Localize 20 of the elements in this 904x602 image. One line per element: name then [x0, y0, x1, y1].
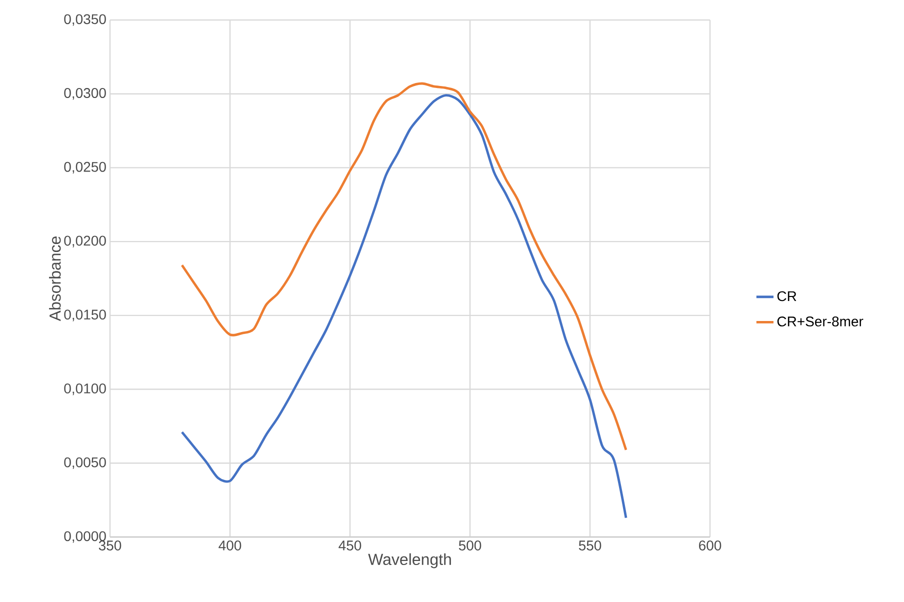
y-tick-label: 0,0050 [64, 457, 106, 469]
y-tick-label: 0,0000 [64, 531, 106, 543]
y-axis-title: Absorbance [49, 236, 61, 322]
x-axis-title: Wavelength [368, 553, 451, 568]
line-series [180, 94, 628, 519]
x-tick-label: 350 [98, 540, 122, 550]
y-tick-label: 0,0350 [64, 14, 106, 26]
y-tick-label: 0,0300 [64, 88, 106, 100]
legend-label: CR+Ser-8mer [777, 316, 864, 326]
y-tick-label: 0,0100 [64, 383, 106, 396]
x-tick-label: 550 [578, 540, 602, 550]
y-tick-label: 0,0200 [64, 236, 106, 248]
x-tick-label: 450 [338, 540, 362, 550]
x-tick-label: 600 [699, 540, 722, 550]
legend-label: CR [777, 291, 796, 302]
x-tick-label: 400 [218, 540, 242, 550]
x-tick-label: 500 [458, 540, 482, 550]
y-tick-label: 0,0150 [64, 310, 106, 322]
y-tick-label: 0,0250 [64, 162, 106, 174]
line-series [180, 82, 628, 452]
